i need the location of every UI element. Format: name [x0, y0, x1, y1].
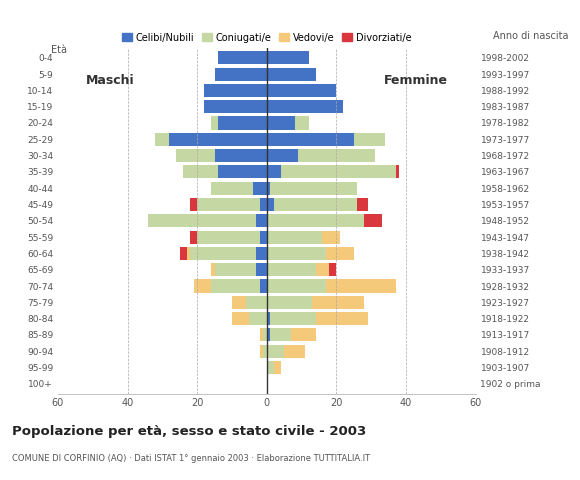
- Bar: [260, 198, 267, 211]
- Bar: [396, 166, 399, 179]
- Bar: [267, 68, 316, 81]
- Bar: [267, 100, 343, 113]
- Bar: [256, 247, 267, 260]
- Bar: [256, 214, 267, 228]
- Bar: [190, 247, 256, 260]
- Bar: [267, 214, 364, 228]
- Bar: [211, 181, 253, 195]
- Bar: [187, 247, 190, 260]
- Bar: [284, 345, 305, 358]
- Bar: [267, 117, 295, 130]
- Bar: [357, 198, 368, 211]
- Bar: [274, 198, 357, 211]
- Bar: [267, 181, 270, 195]
- Bar: [249, 312, 267, 325]
- Text: Anno di nascita: Anno di nascita: [493, 31, 568, 41]
- Bar: [197, 198, 260, 211]
- Bar: [364, 214, 382, 228]
- Bar: [218, 166, 267, 179]
- Bar: [322, 230, 340, 244]
- Bar: [215, 149, 267, 162]
- Bar: [260, 328, 263, 341]
- Bar: [211, 279, 260, 292]
- Bar: [218, 117, 267, 130]
- Bar: [270, 181, 357, 195]
- Bar: [312, 296, 364, 309]
- Bar: [263, 328, 267, 341]
- Bar: [267, 149, 298, 162]
- Bar: [215, 263, 256, 276]
- Text: COMUNE DI CORFINIO (AQ) · Dati ISTAT 1° gennaio 2003 · Elaborazione TUTTITALIA.I: COMUNE DI CORFINIO (AQ) · Dati ISTAT 1° …: [12, 454, 369, 463]
- Bar: [316, 263, 329, 276]
- Text: Maschi: Maschi: [86, 74, 135, 87]
- Bar: [211, 117, 218, 130]
- Bar: [260, 345, 263, 358]
- Bar: [267, 328, 270, 341]
- Text: Femmine: Femmine: [384, 74, 448, 87]
- Bar: [215, 68, 267, 81]
- Bar: [267, 279, 326, 292]
- Bar: [204, 84, 267, 97]
- Bar: [298, 149, 375, 162]
- Bar: [211, 263, 215, 276]
- Bar: [267, 361, 274, 374]
- Bar: [256, 263, 267, 276]
- Bar: [253, 181, 267, 195]
- Bar: [180, 247, 187, 260]
- Text: Età: Età: [51, 45, 67, 55]
- Bar: [316, 312, 368, 325]
- Bar: [218, 51, 267, 64]
- Bar: [267, 84, 336, 97]
- Bar: [329, 263, 336, 276]
- Bar: [176, 149, 215, 162]
- Bar: [291, 328, 316, 341]
- Legend: Celibi/Nubili, Coniugati/e, Vedovi/e, Divorziati/e: Celibi/Nubili, Coniugati/e, Vedovi/e, Di…: [118, 29, 415, 47]
- Bar: [295, 117, 309, 130]
- Bar: [267, 247, 326, 260]
- Bar: [354, 133, 385, 146]
- Bar: [326, 279, 396, 292]
- Bar: [190, 198, 197, 211]
- Bar: [267, 198, 274, 211]
- Bar: [260, 230, 267, 244]
- Bar: [281, 166, 396, 179]
- Bar: [267, 312, 270, 325]
- Bar: [169, 133, 267, 146]
- Bar: [267, 345, 284, 358]
- Bar: [183, 166, 218, 179]
- Text: Popolazione per età, sesso e stato civile - 2003: Popolazione per età, sesso e stato civil…: [12, 425, 366, 438]
- Bar: [267, 166, 281, 179]
- Bar: [260, 279, 267, 292]
- Bar: [204, 100, 267, 113]
- Bar: [270, 328, 291, 341]
- Bar: [267, 133, 354, 146]
- Bar: [246, 296, 267, 309]
- Bar: [155, 133, 169, 146]
- Bar: [267, 230, 322, 244]
- Bar: [267, 51, 309, 64]
- Bar: [232, 312, 249, 325]
- Bar: [267, 296, 312, 309]
- Bar: [267, 263, 316, 276]
- Bar: [326, 247, 354, 260]
- Bar: [148, 214, 256, 228]
- Bar: [263, 345, 267, 358]
- Bar: [232, 296, 246, 309]
- Bar: [197, 230, 260, 244]
- Bar: [190, 230, 197, 244]
- Bar: [270, 312, 316, 325]
- Bar: [194, 279, 211, 292]
- Bar: [274, 361, 281, 374]
